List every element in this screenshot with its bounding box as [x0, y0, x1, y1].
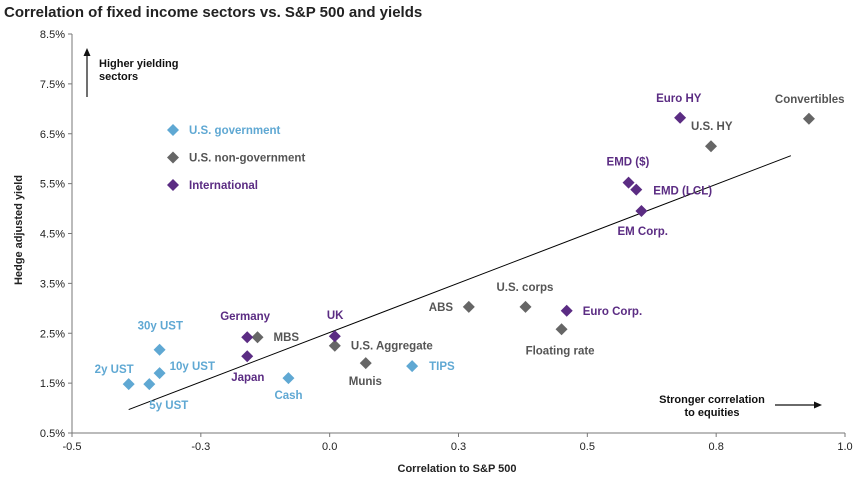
- point-marker-floating-rate: [555, 323, 568, 336]
- point-label-euro-corp: Euro Corp.: [583, 306, 642, 318]
- point-label-abs: ABS: [429, 302, 454, 314]
- y-tick-label: 2.5%: [40, 328, 65, 340]
- y-tick-label: 7.5%: [40, 79, 65, 91]
- x-tick-label: 0.0: [322, 441, 337, 453]
- point-marker-mbs: [251, 331, 264, 344]
- legend-marker-u-s-government: [167, 124, 179, 136]
- point-marker-2y-ust: [122, 378, 135, 391]
- x-tick-label: 1.0: [837, 441, 852, 453]
- legend-label-u-s-government: U.S. government: [189, 125, 281, 137]
- y-tick-label: 5.5%: [40, 179, 65, 191]
- point-label-euro-hy: Euro HY: [656, 93, 702, 105]
- point-label-mbs: MBS: [274, 332, 300, 344]
- x-axis-title: Correlation to S&P 500: [398, 463, 517, 475]
- point-marker-uk: [328, 330, 341, 343]
- legend: U.S. government U.S. non-government Intern…: [167, 124, 305, 192]
- point-label-u-s-corps: U.S. corps: [496, 282, 553, 294]
- point-marker-em-corp: [635, 205, 648, 218]
- axes: 0.5% 1.5% 2.5% 3.5% 4.5% 5.5% 6.5% 7.5% 8.5% -0.5…: [40, 29, 853, 453]
- point-label-tips: TIPS: [429, 361, 455, 373]
- point-marker-cash: [282, 372, 295, 385]
- point-marker-euro-hy: [674, 111, 687, 124]
- trendline: [128, 155, 792, 411]
- y-axis-title: Hedge adjusted yield: [13, 175, 25, 285]
- annotation-top-line: Higher yielding: [99, 58, 178, 70]
- legend-label-international: International: [189, 180, 258, 192]
- point-label-cash: Cash: [274, 390, 302, 402]
- point-marker-5y-ust: [143, 378, 156, 391]
- point-marker-emd: [622, 176, 635, 189]
- annotation-top-line: sectors: [99, 71, 138, 83]
- point-label-japan: Japan: [231, 372, 264, 384]
- legend-marker-international: [167, 179, 179, 191]
- point-label-uk: UK: [327, 310, 344, 322]
- annotation-right-line: to equities: [684, 407, 739, 419]
- point-label-30y-ust: 30y UST: [138, 321, 183, 333]
- y-tick-label: 6.5%: [40, 129, 65, 141]
- x-tick-label: -0.5: [63, 441, 82, 453]
- data-points: 2y UST 5y UST 10y UST 30y UST Cash TIPS MBS U.S…: [95, 93, 845, 412]
- point-label-munis: Munis: [349, 376, 382, 388]
- legend-marker-u-s-non-government: [167, 151, 179, 164]
- point-label-convertibles: Convertibles: [775, 94, 845, 106]
- point-label-emd: EMD ($): [607, 157, 650, 169]
- point-marker-munis: [359, 357, 372, 370]
- point-marker-japan: [241, 350, 254, 363]
- right-arrowhead-icon: [814, 401, 822, 409]
- x-tick-label: 0.3: [451, 441, 466, 453]
- point-marker-abs: [462, 300, 475, 313]
- y-tick-label: 4.5%: [40, 229, 65, 241]
- y-tick-label: 3.5%: [40, 278, 65, 290]
- point-label-u-s-hy: U.S. HY: [691, 121, 733, 133]
- point-marker-u-s-aggregate: [328, 339, 341, 352]
- point-marker-convertibles: [802, 112, 815, 125]
- point-marker-u-s-hy: [705, 140, 718, 153]
- y-tick-label: 8.5%: [40, 29, 65, 41]
- x-tick-label: 0.8: [709, 441, 724, 453]
- point-marker-10y-ust: [153, 367, 166, 380]
- point-label-10y-ust: 10y UST: [170, 361, 215, 373]
- up-arrowhead-icon: [83, 48, 91, 56]
- point-label-em-corp: EM Corp.: [617, 226, 667, 238]
- point-marker-u-s-corps: [519, 300, 532, 313]
- point-marker-emd-lcl: [630, 183, 643, 196]
- chart-title: Correlation of fixed income sectors vs. …: [4, 4, 422, 21]
- point-label-u-s-aggregate: U.S. Aggregate: [351, 341, 433, 353]
- y-tick-label: 1.5%: [40, 378, 65, 390]
- point-marker-tips: [406, 360, 419, 373]
- point-label-germany: Germany: [220, 311, 270, 323]
- legend-label-u-s-non-government: U.S. non-government: [189, 153, 305, 165]
- annotation-right-line: Stronger correlation: [659, 394, 765, 406]
- trendline-segment: [128, 155, 792, 411]
- x-tick-label: -0.3: [191, 441, 210, 453]
- point-label-floating-rate: Floating rate: [526, 345, 595, 357]
- point-marker-euro-corp: [560, 304, 573, 317]
- y-tick-label: 0.5%: [40, 428, 65, 440]
- point-label-emd-lcl: EMD (LCL): [653, 186, 712, 198]
- point-label-5y-ust: 5y UST: [149, 400, 188, 412]
- point-label-2y-ust: 2y UST: [95, 364, 134, 376]
- point-marker-30y-ust: [153, 343, 166, 356]
- point-marker-germany: [241, 331, 254, 344]
- x-tick-label: 0.5: [580, 441, 595, 453]
